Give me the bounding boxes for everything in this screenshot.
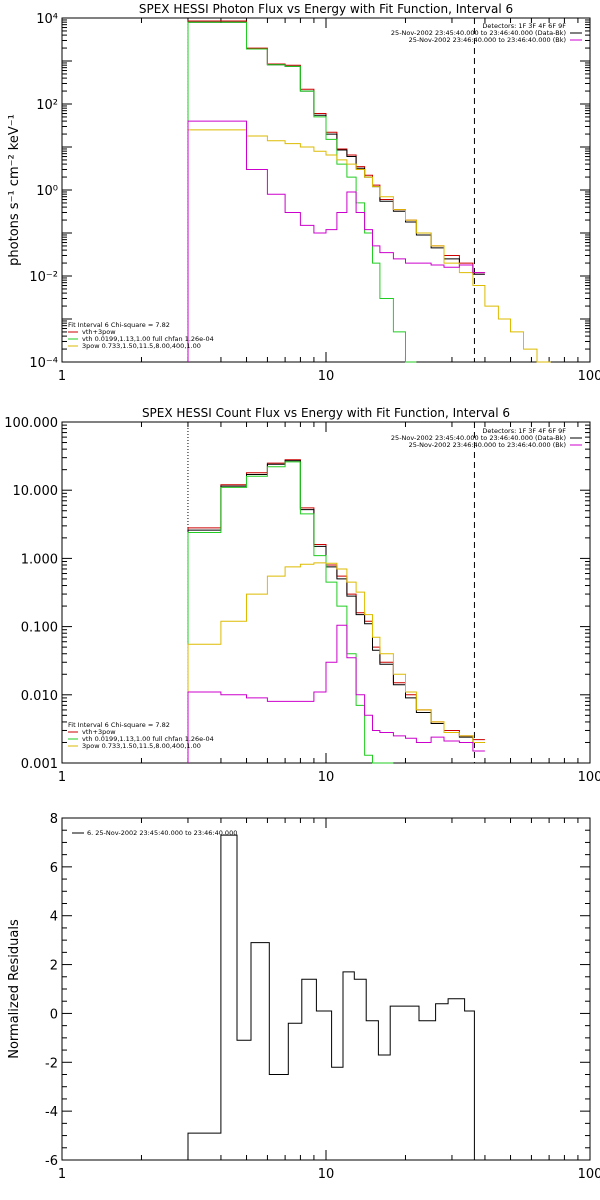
x-tick-label: 100 [578,369,600,384]
y-tick-label: 10.000 [13,484,59,499]
y-tick-label: 10⁻² [29,270,58,285]
x-axis: 1 10 100 [58,818,600,1182]
y-axis-label: photons s⁻¹ cm⁻² keV⁻¹ [7,114,22,266]
legend-bottom-entry: Fit Interval 6 Chi-square = 7.82 [68,321,170,329]
y-tick-label: 0.100 [21,621,58,636]
legend-top-entry: Detectors: 1F 3F 4F 6F 9F [482,427,566,435]
plot-frame [61,421,591,764]
y-tick-label: -6 [45,1154,58,1169]
chart-title: SPEX HESSI Count Flux vs Energy with Fit… [142,406,510,420]
x-tick-label: 100 [578,770,600,785]
chart-panel-1: SPEX HESSI Photon Flux vs Energy with Fi… [7,2,600,384]
y-tick-label: -4 [45,1105,58,1120]
series-line-1 [187,459,485,763]
legend-bottom-entry: vth 0.0199,1.13,1.00 full chfan 1.26e-04 [82,335,214,343]
x-tick-label: 1 [58,369,66,384]
y-tick-label: 1.000 [21,552,58,567]
series-line-1 [187,834,475,1160]
x-axis: 1 10 100 [58,422,600,785]
y-axis: 0.001 0.010 0.100 1.000 10.000 100.000 [4,416,590,772]
legend-bottom-entry: Fit Interval 6 Chi-square = 7.82 [68,721,170,729]
y-tick-label: 10⁰ [36,184,58,199]
y-tick-label: 100.000 [4,416,58,431]
legend-entry: 6. 25-Nov-2002 23:45:40.000 to 23:46:40.… [87,829,237,837]
y-tick-label: 2 [50,959,58,974]
y-tick-label: 0 [50,1007,58,1022]
legend-bottom-entry: vth+3pow [82,328,116,336]
x-tick-label: 10 [318,1167,335,1182]
legend-top-entry: 25-Nov-2002 23:46:40.000 to 23:46:40.000… [409,36,566,44]
y-axis-label: Normalized Residuals [7,919,22,1059]
series-line-3 [187,461,394,764]
chart-panel-3: 1 10 100 -6 -4 -2 0 2 4 6 8 Normalized Residuals 6. … [7,812,600,1182]
y-axis: 10⁻⁴ 10⁻² 10⁰ 10² 10⁴ [29,12,590,371]
legend-bottom-entry: 3pow 0.733,1.50,11.5,8.00,400,1.00 [82,342,201,350]
y-tick-label: 6 [50,861,58,876]
legend-bottom-entry: 3pow 0.733,1.50,11.5,8.00,400,1.00 [82,742,201,750]
series-line-5 [187,624,485,763]
series-line-2 [187,21,485,362]
plot-frame [61,817,591,1161]
y-tick-label: 4 [50,910,58,925]
chart-panel-2: SPEX HESSI Count Flux vs Energy with Fit… [4,406,600,785]
x-axis: 1 10 100 [58,18,600,384]
legend-top-entry: 25-Nov-2002 23:45:40.000 to 23:46:40.000… [391,29,566,37]
y-tick-label: 0.001 [21,757,58,772]
series-line-4 [187,129,551,363]
series-line-2 [187,460,485,763]
legend-top-entry: Detectors: 1F 3F 4F 6F 9F [482,22,566,30]
x-tick-label: 100 [578,1167,600,1182]
series-line-1 [187,20,485,362]
legend-top-entry: 25-Nov-2002 23:45:40.000 to 23:46:40.000… [391,434,566,442]
series-line-3 [187,21,417,363]
x-tick-label: 1 [58,1167,66,1182]
legend-top-entry: 25-Nov-2002 23:46:40.000 to 23:46:40.000… [409,441,566,449]
chart-title: SPEX HESSI Photon Flux vs Energy with Fi… [139,2,513,16]
x-tick-label: 10 [318,369,335,384]
x-tick-label: 1 [58,770,66,785]
plot-frame [61,17,591,363]
legend-bottom-entry: vth+3pow [82,728,116,736]
y-tick-label: 10² [36,98,58,113]
y-tick-label: 8 [50,812,58,827]
series-line-5 [187,120,485,362]
y-tick-label: 0.010 [21,689,58,704]
series-line-4 [187,562,485,763]
y-tick-label: 10⁴ [36,12,58,27]
legend-bottom-entry: vth 0.0199,1.13,1.00 full chfan 1.26e-04 [82,735,214,743]
y-axis: -6 -4 -2 0 2 4 6 8 [45,812,590,1169]
y-tick-label: -2 [45,1056,58,1071]
y-tick-label: 10⁻⁴ [29,356,58,371]
x-tick-label: 10 [318,770,335,785]
